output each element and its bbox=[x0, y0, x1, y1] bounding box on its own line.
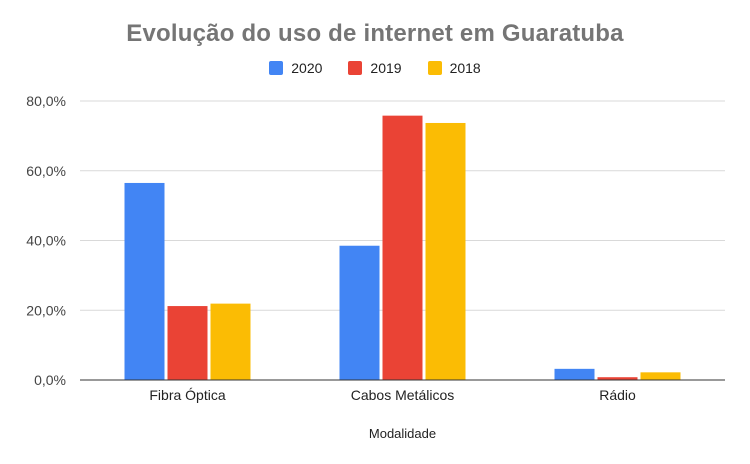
bar-2018 bbox=[640, 372, 681, 380]
x-axis-title: Modalidade bbox=[369, 426, 436, 441]
legend-swatch-2018 bbox=[427, 61, 442, 75]
legend: 2020 2019 2018 bbox=[0, 60, 750, 76]
x-tick-label: Rádio bbox=[599, 387, 636, 403]
x-tick-label: Cabos Metálicos bbox=[351, 387, 455, 403]
y-tick-label: 60,0% bbox=[26, 163, 66, 179]
legend-swatch-2019 bbox=[348, 61, 363, 75]
legend-item-2019: 2019 bbox=[348, 60, 402, 76]
y-tick-label: 20,0% bbox=[26, 302, 66, 318]
y-tick-label: 0,0% bbox=[34, 372, 66, 388]
legend-item-2020: 2020 bbox=[269, 60, 322, 76]
bar-2020 bbox=[124, 182, 165, 380]
bar-2018 bbox=[425, 122, 466, 380]
x-tick-label: Fibra Óptica bbox=[149, 387, 225, 403]
y-tick-label: 80,0% bbox=[26, 93, 66, 109]
bar-2020 bbox=[339, 245, 380, 380]
bar-2019 bbox=[167, 306, 208, 380]
legend-label-2019: 2019 bbox=[370, 60, 402, 76]
legend-item-2018: 2018 bbox=[427, 60, 481, 76]
legend-label-2020: 2020 bbox=[291, 60, 323, 76]
legend-swatch-2020 bbox=[269, 61, 284, 75]
bar-2018 bbox=[210, 303, 251, 380]
y-tick-label: 40,0% bbox=[26, 233, 66, 249]
bar-2020 bbox=[554, 368, 595, 380]
bar-2019 bbox=[382, 115, 423, 381]
chart-title: Evolução do uso de internet em Guaratuba bbox=[126, 20, 624, 47]
bar-2019 bbox=[597, 377, 638, 380]
legend-label-2018: 2018 bbox=[449, 60, 481, 76]
